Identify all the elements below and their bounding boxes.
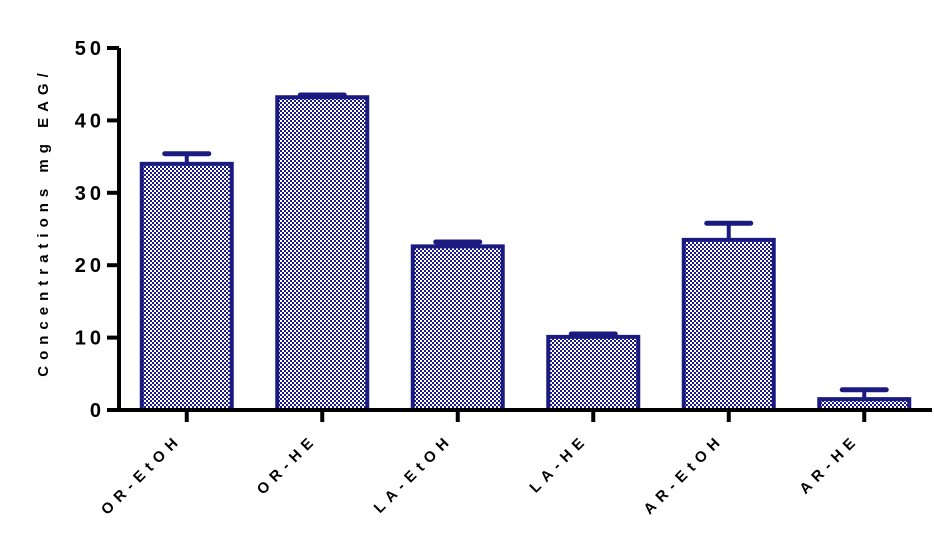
y-axis-label: Concentrations mg EAG/ <box>35 67 52 377</box>
y-tick-label: 0 <box>90 400 105 422</box>
y-ticks-group: 0 10 20 30 40 50 <box>75 38 119 422</box>
x-tick-label: AR-EtOH <box>640 431 727 518</box>
bar-or-etoh <box>139 161 234 412</box>
bar-or-he <box>275 95 370 413</box>
x-tick-label: LA-EtOH <box>371 431 457 517</box>
x-tick-label: OR-EtOH <box>98 431 186 519</box>
bar-la-etoh <box>410 244 505 412</box>
bars-group <box>139 95 912 413</box>
bar-la-he <box>546 334 641 413</box>
x-tick-label: LA-HE <box>526 431 592 497</box>
y-tick-label: 30 <box>75 183 105 205</box>
y-tick-label: 20 <box>75 255 105 277</box>
y-tick-label: 40 <box>75 110 105 132</box>
error-bars-group <box>162 92 889 400</box>
bar-ar-etoh <box>681 237 776 412</box>
y-tick-label: 50 <box>75 38 105 60</box>
x-ticks-group: OR-EtOH OR-HE LA-EtOH LA-HE AR-EtOH AR-HE <box>98 410 867 519</box>
x-tick-label: OR-HE <box>254 431 321 498</box>
x-tick-label: AR-HE <box>796 431 863 498</box>
y-tick-label: 10 <box>75 328 105 350</box>
